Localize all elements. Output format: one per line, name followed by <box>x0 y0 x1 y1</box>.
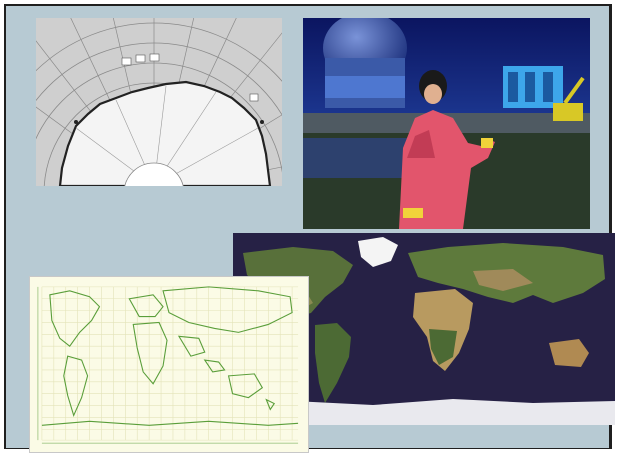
grid-map-svg <box>30 277 308 452</box>
antarctic-chart-image <box>36 18 282 186</box>
field-photograph <box>303 18 590 229</box>
antarctic-chart-svg <box>36 18 282 186</box>
satellite-map-svg <box>233 233 615 425</box>
field-photo-svg <box>303 18 590 229</box>
grid-outline-world-map <box>29 276 309 453</box>
